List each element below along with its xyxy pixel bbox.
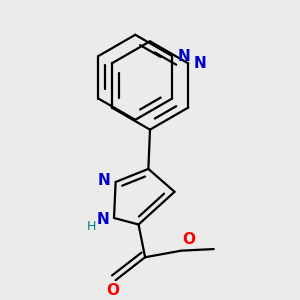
Text: N: N [98, 173, 111, 188]
Text: N: N [96, 212, 109, 227]
Text: O: O [183, 232, 196, 247]
Text: N: N [193, 56, 206, 71]
Text: H: H [87, 220, 96, 233]
Text: O: O [106, 284, 119, 298]
Text: N: N [177, 49, 190, 64]
